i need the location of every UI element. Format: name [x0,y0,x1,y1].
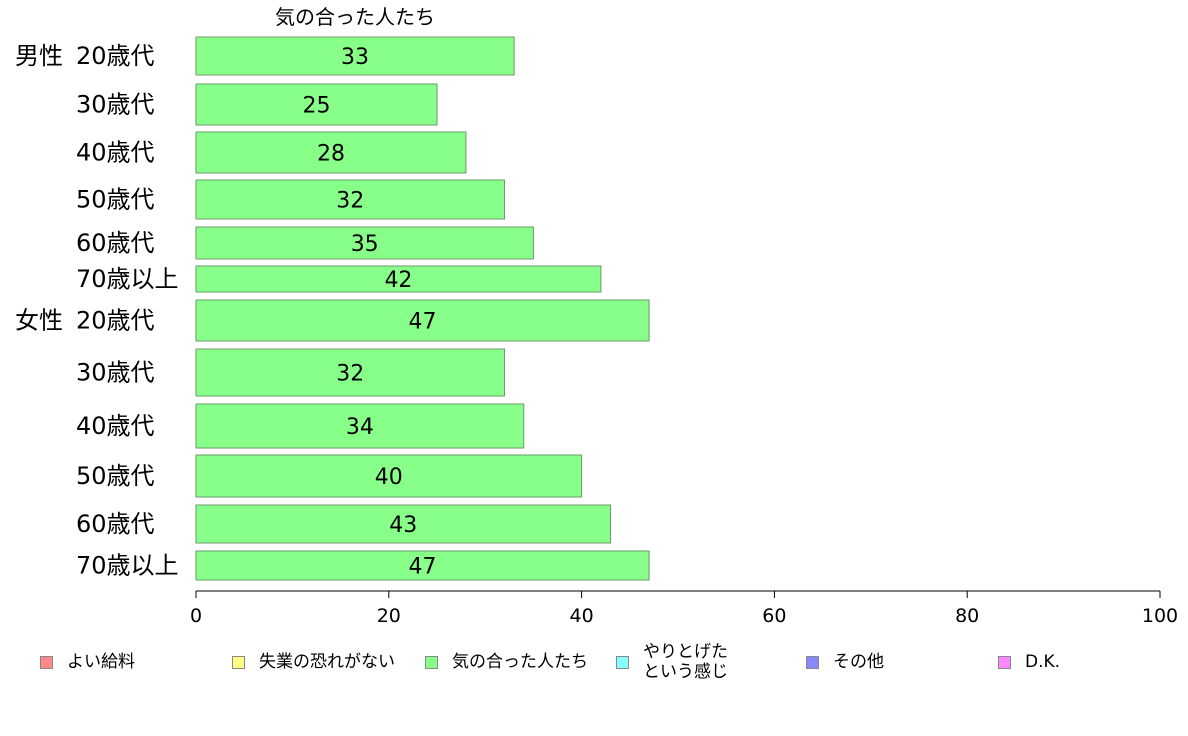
data-label: 32 [336,362,364,387]
legend-item: D.K. [998,640,1060,684]
bar [195,299,650,342]
bar [195,504,612,544]
x-tick-label: 20 [377,605,401,627]
legend-swatch [232,655,245,669]
data-label: 32 [336,189,364,214]
bar [195,131,467,174]
legend-label: やりとげた という感じ [643,642,728,682]
bar [195,403,525,449]
category-label: 60歳代 [76,229,155,257]
bar [195,179,505,220]
category-label: 50歳代 [76,462,155,490]
bar [195,348,505,397]
legend-item: よい給料 [40,640,135,684]
legend-item: やりとげた という感じ [616,640,728,684]
category-label: 20歳代 [76,42,155,70]
data-label: 25 [303,94,331,119]
data-label: 33 [341,45,369,70]
category-label: 30歳代 [76,359,155,387]
x-tick-label: 40 [570,605,594,627]
x-tick-label: 0 [190,605,202,627]
legend-item: 失業の恐れがない [232,640,395,684]
category-label: 60歳代 [76,510,155,538]
chart-title: 気の合った人たち [275,5,435,29]
bar [195,550,650,581]
category-label: 40歳代 [76,412,155,440]
legend-swatch [806,655,819,669]
data-label: 35 [351,232,379,257]
legend-swatch [616,655,629,669]
group-label: 女性 [15,307,63,335]
legend: よい給料 失業の恐れがない 気の合った人たち やりとげた という感じ その他 D.K. [0,640,1188,690]
bar [195,226,534,260]
legend-label: 失業の恐れがない [259,652,395,672]
legend-swatch [998,655,1011,669]
legend-swatch [425,655,438,669]
x-tick-label: 80 [955,605,979,627]
bar [195,83,438,126]
bar [195,454,583,498]
category-label: 40歳代 [76,139,155,167]
data-label: 40 [375,465,403,490]
legend-label: よい給料 [67,652,135,672]
legend-swatch [40,655,53,669]
category-label: 50歳代 [76,186,155,214]
x-tick-label: 60 [762,605,786,627]
category-label: 20歳代 [76,307,155,335]
x-tick-label: 100 [1142,605,1178,627]
category-label: 70歳以上 [76,552,179,580]
bar [195,265,602,293]
category-label: 30歳代 [76,91,155,119]
data-label: 42 [384,268,412,293]
legend-item: その他 [806,640,884,684]
bar-chart: 気の合った人たち 3320歳代男性2530歳代2840歳代3250歳代3560歳… [15,5,1178,627]
data-label: 28 [317,142,345,167]
category-label: 70歳以上 [76,265,179,293]
legend-item: 気の合った人たち [425,640,588,684]
data-label: 47 [409,555,437,580]
data-label: 43 [389,513,417,538]
group-label: 男性 [15,42,63,70]
data-label: 34 [346,415,374,440]
legend-label: D.K. [1025,652,1061,672]
data-label: 47 [409,310,437,335]
bar [195,36,515,76]
legend-label: その他 [833,652,884,672]
legend-label: 気の合った人たち [452,652,588,672]
